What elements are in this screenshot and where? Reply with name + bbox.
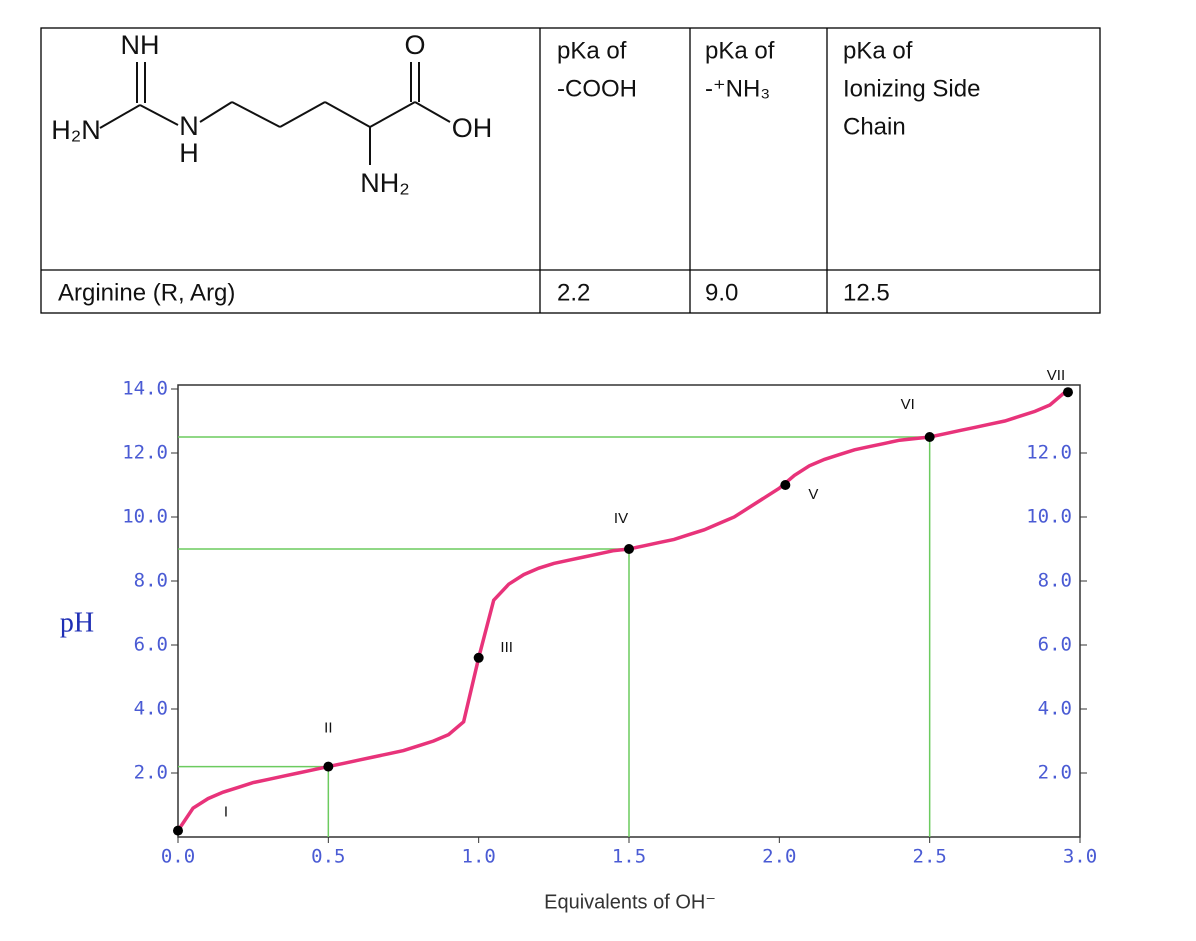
x-axis-label: Equivalents of OH⁻ [544,891,716,913]
header-cell: -COOH [557,75,637,102]
chart: pH Equivalents of OH⁻ 2.0 4.0 6.0 8.0 10.0 12… [60,367,1097,913]
x-tick-label: 1.5 [612,846,646,868]
y2-tick-label: 4.0 [1038,698,1072,720]
structure [99,62,451,165]
cell: 12.5 [843,279,890,306]
y2-tick-label: 2.0 [1038,762,1072,784]
y-tick-label: 8.0 [134,570,168,592]
atom-label: H [179,138,199,168]
point-label: V [808,486,818,503]
y-tick-label: 6.0 [134,634,168,656]
atom-label: O [404,30,425,60]
y2-tick-label: 6.0 [1038,634,1072,656]
equivalence-point [323,761,334,772]
point-label: VI [901,396,915,413]
table-row: Arginine (R, Arg) 2.2 9.0 12.5 [58,279,890,306]
y-tick-label: 10.0 [122,506,168,528]
x-tick-label: 1.0 [462,846,496,868]
cell: 2.2 [557,279,590,306]
atom-label: NH [121,30,160,60]
header-cell: Chain [843,113,906,140]
x-tick-label: 0.5 [311,846,345,868]
y-axis-label: pH [60,607,94,638]
x-tick-label: 0.0 [161,846,195,868]
y2-tick-label: 8.0 [1038,570,1072,592]
equivalence-point [473,652,484,663]
atom-label: OH [452,113,493,143]
header-cell: Ionizing Side [843,75,980,102]
point-label: IV [614,510,628,527]
header-cell: pKa of [557,37,627,64]
header-cell: pKa of [843,37,913,64]
point-label: III [500,639,513,656]
atom-label: H₂N [51,115,100,145]
y-tick-label: 12.0 [122,442,168,464]
x-tick-label: 3.0 [1063,846,1097,868]
cell: 9.0 [705,279,738,306]
equivalence-point [173,825,183,836]
header-cell: -⁺NH₃ [705,75,770,102]
titration-curve [176,390,1067,832]
y2-tick-label: 10.0 [1026,506,1072,528]
atom-label: N [179,111,199,141]
x-tick-label: 2.0 [762,846,796,868]
y-tick-label: 4.0 [134,698,168,720]
point-label: VII [1047,367,1065,384]
y-tick-label: 2.0 [134,762,168,784]
point-label: II [324,720,332,737]
y2-tick-label: 12.0 [1026,442,1072,464]
equivalence-point [924,432,935,442]
equivalence-point [1062,387,1073,398]
header-cell: pKa of [705,37,775,64]
table-header: pKa of -COOH pKa of -⁺NH₃ pKa of Ionizing Sid… [557,37,980,140]
point-label: I [224,804,228,821]
table-border [40,27,1101,314]
x-tick-label: 2.5 [913,846,947,868]
table [40,27,1101,314]
equivalence-point [780,480,791,490]
atom-label: NH₂ [360,168,409,198]
equivalence-point [624,544,634,554]
structure-labels: NH H₂N N H O OH NH₂ [51,30,492,198]
y-tick-label: 14.0 [122,378,168,400]
cell: Arginine (R, Arg) [58,279,235,306]
